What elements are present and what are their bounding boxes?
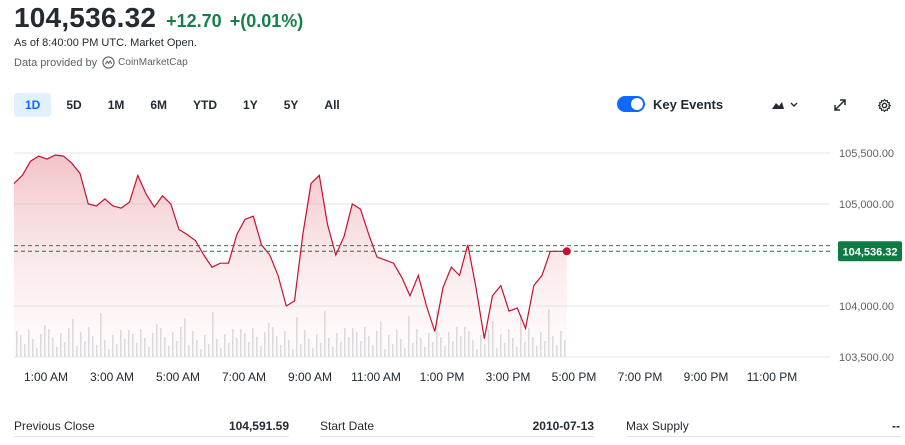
range-tab-ytd[interactable]: YTD: [193, 98, 218, 112]
price-line: [13, 154, 567, 339]
x-axis-labels: 1:00 AM 3:00 AM 5:00 AM 7:00 AM 9:00 AM 11:00…: [24, 370, 797, 384]
divider: [626, 436, 901, 437]
range-tab-1y[interactable]: 1Y: [243, 98, 258, 112]
provider-name: CoinMarketCap: [118, 57, 188, 68]
x-tick-label: 7:00 PM: [618, 370, 663, 384]
x-tick-label: 9:00 PM: [684, 370, 729, 384]
key-events-label: Key Events: [653, 96, 724, 112]
divider: [14, 436, 289, 437]
expand-icon: [834, 99, 846, 111]
range-tab-5d[interactable]: 5D: [66, 98, 82, 112]
x-tick-label: 9:00 AM: [288, 370, 332, 384]
price-area-fill: [14, 155, 567, 357]
stat-label-previous-close: Previous Close: [14, 419, 95, 433]
market-status: As of 8:40:00 PM UTC. Market Open.: [14, 37, 197, 49]
current-point: [562, 247, 571, 256]
settings-button[interactable]: [874, 95, 894, 115]
y-tick-label: 104,000.00: [839, 301, 894, 313]
price-change-percent: +(0.01%): [229, 11, 304, 31]
reference-lines: [14, 245, 830, 252]
x-tick-label: 5:00 PM: [552, 370, 597, 384]
x-tick-label: 1:00 AM: [24, 370, 68, 384]
toggle-knob: [631, 98, 643, 110]
stat-value-previous-close: 104,591.59: [228, 419, 289, 433]
range-tab-1d[interactable]: 1D: [14, 93, 52, 117]
y-axis-labels: 105,500.00 105,000.00 104,000.00 103,500.00: [839, 148, 894, 364]
expand-button[interactable]: [830, 95, 850, 115]
divider: [320, 436, 594, 437]
coinmarketcap-logo-icon[interactable]: CoinMarketCap: [102, 56, 188, 69]
gear-icon: [877, 98, 891, 112]
provider-prefix: Data provided by: [14, 56, 98, 69]
x-tick-label: 11:00 PM: [747, 370, 797, 384]
stat-label-max-supply: Max Supply: [626, 419, 689, 433]
key-events-toggle[interactable]: [617, 96, 645, 112]
range-tab-5y[interactable]: 5Y: [283, 98, 299, 112]
y-tick-label: 103,500.00: [839, 352, 894, 364]
x-tick-label: 7:00 AM: [222, 370, 266, 384]
stat-value-start-date: 2010-07-13: [532, 419, 594, 433]
current-price-badge: [838, 241, 902, 262]
mountain-chart-icon: [772, 102, 798, 109]
x-tick-label: 3:00 PM: [486, 370, 531, 384]
price-chart[interactable]: 105,500.00 105,000.00 104,000.00 103,500.00…: [0, 140, 905, 410]
x-tick-label: 5:00 AM: [156, 370, 200, 384]
stat-label-start-date: Start Date: [320, 419, 375, 433]
range-tab-1m[interactable]: 1M: [107, 98, 125, 112]
range-tabs: 1D 5D 1M 6M YTD 1Y 5Y All: [14, 93, 355, 117]
range-tab-6m[interactable]: 6M: [150, 98, 168, 112]
y-tick-label: 105,000.00: [839, 199, 894, 211]
x-tick-label: 3:00 AM: [90, 370, 134, 384]
price-change: +12.70: [166, 11, 222, 31]
stat-value-max-supply: --: [892, 419, 900, 433]
chart-type-button[interactable]: [770, 95, 802, 115]
quote-header: 104,536.32 +12.70 +(0.01%): [14, 2, 303, 34]
current-price: 104,536.32: [14, 2, 157, 33]
current-price-marker: 104,536.32: [562, 241, 902, 262]
x-tick-label: 11:00 AM: [351, 370, 401, 384]
current-price-label: 104,536.32: [842, 246, 897, 258]
data-provider: Data provided by CoinMarketCap: [14, 56, 188, 69]
key-events-control: Key Events: [617, 96, 723, 112]
y-tick-label: 105,500.00: [839, 148, 894, 160]
x-tick-label: 1:00 PM: [420, 370, 465, 384]
range-tab-all[interactable]: All: [324, 98, 340, 112]
